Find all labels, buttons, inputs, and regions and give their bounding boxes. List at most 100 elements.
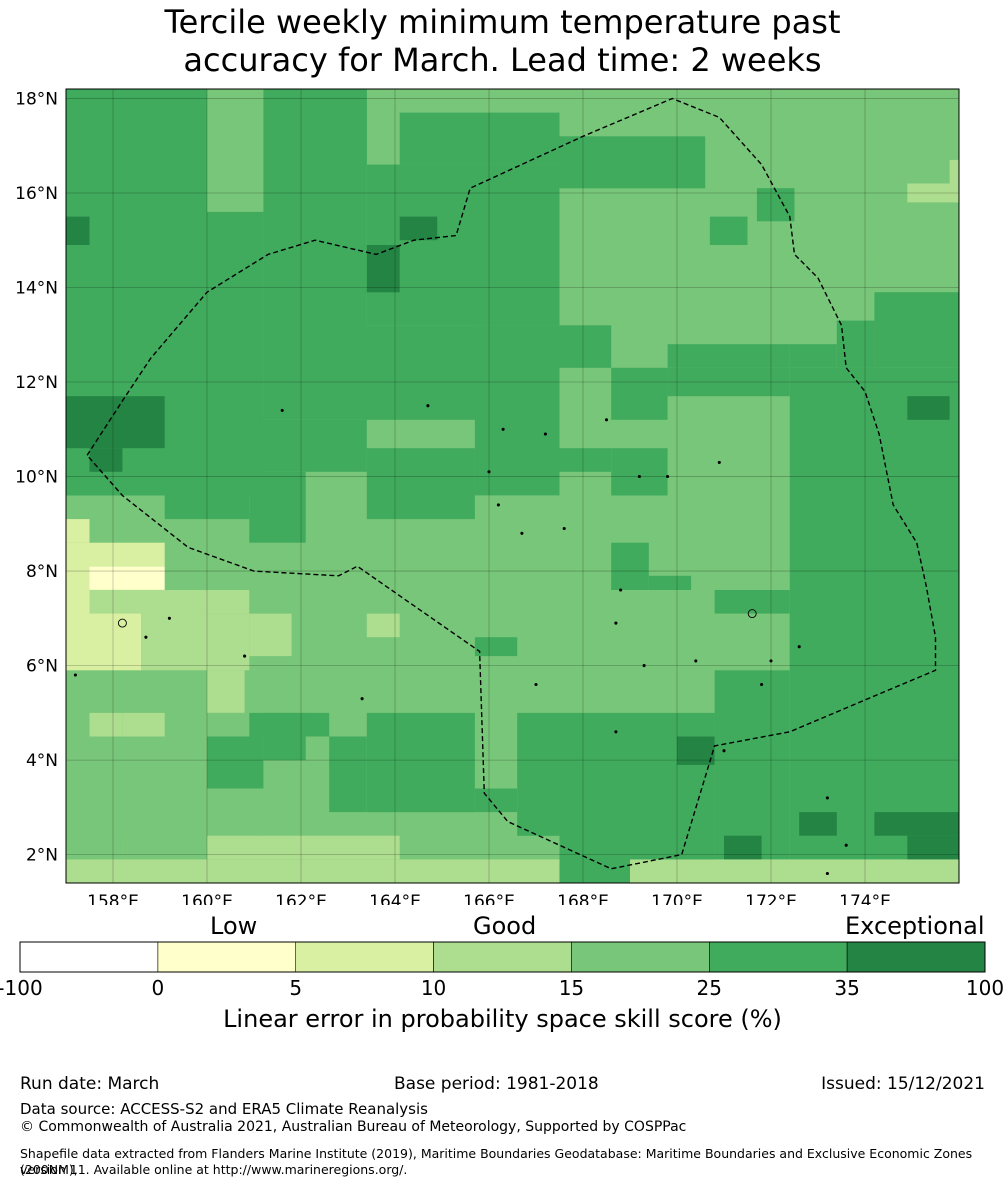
grid-cell bbox=[66, 519, 90, 543]
grid-cell bbox=[249, 613, 292, 657]
eez-boundary bbox=[86, 97, 937, 870]
lat-tick-label: 2°N bbox=[26, 846, 58, 866]
lon-tick-label: 174°E bbox=[839, 892, 891, 905]
grid-cell bbox=[122, 712, 165, 737]
grid-cell bbox=[66, 89, 123, 113]
grid-cell bbox=[329, 736, 367, 813]
lon-tick-label: 160°E bbox=[181, 892, 233, 905]
colorbar-swatch bbox=[708, 941, 848, 973]
grid-cell bbox=[66, 859, 959, 883]
grid-cell bbox=[517, 325, 612, 368]
grid-cell bbox=[949, 613, 959, 638]
grid-cell bbox=[207, 736, 264, 789]
island bbox=[426, 404, 430, 408]
island bbox=[117, 618, 127, 628]
island bbox=[73, 673, 77, 677]
colorbar-tick-label: 10 bbox=[420, 976, 447, 1000]
grid-cell bbox=[164, 89, 207, 137]
grid-cell bbox=[874, 812, 959, 836]
grid-cell bbox=[207, 613, 250, 671]
lat-tick-label: 6°N bbox=[26, 657, 58, 677]
colorbar-tick-label: 35 bbox=[834, 976, 860, 1000]
grid-cell bbox=[305, 89, 367, 165]
grid-cell bbox=[714, 590, 790, 614]
colorbar-tick-label: 100 bbox=[965, 976, 1005, 1000]
colorbar-tick-label: 15 bbox=[558, 976, 585, 1000]
grid-cell bbox=[474, 764, 518, 789]
chart-title-line-1: Tercile weekly minimum temperature past bbox=[164, 3, 841, 41]
island bbox=[797, 645, 801, 649]
colorbar-frame bbox=[19, 941, 986, 973]
island bbox=[694, 659, 698, 663]
island bbox=[666, 474, 670, 479]
data-source: Data source: ACCESS-S2 and ERA5 Climate … bbox=[20, 1100, 428, 1118]
island bbox=[280, 408, 284, 412]
coastlines bbox=[73, 404, 848, 876]
grid-cell bbox=[907, 835, 959, 860]
grid-cell bbox=[249, 419, 367, 472]
map-plot: 158°E 160°E 162°E 164°E 166°E 168°E 170°E 172°E… bbox=[15, 88, 960, 905]
grid-cell bbox=[399, 216, 438, 241]
skill-grid bbox=[66, 89, 959, 884]
lat-tick-label: 8°N bbox=[26, 562, 58, 582]
island bbox=[496, 503, 500, 507]
grid-cell bbox=[667, 344, 790, 368]
axis-labels: 158°E 160°E 162°E 164°E 166°E 168°E 170°E 172°E… bbox=[15, 89, 891, 905]
grid-cell bbox=[907, 396, 950, 420]
grid-cell bbox=[907, 183, 959, 203]
lon-tick-label: 164°E bbox=[369, 892, 421, 905]
island bbox=[543, 432, 547, 436]
colorbar-tick-label: 0 bbox=[151, 976, 165, 1000]
lat-tick-label: 14°N bbox=[15, 279, 58, 299]
grid-cell bbox=[399, 112, 560, 165]
lat-tick-label: 12°N bbox=[15, 373, 58, 393]
grid-cell bbox=[366, 613, 400, 638]
grid-cell bbox=[89, 448, 123, 472]
grid-cell bbox=[949, 159, 959, 184]
island bbox=[534, 682, 538, 687]
grid-cell bbox=[874, 292, 959, 368]
island bbox=[717, 460, 721, 464]
shapefile-credit-line-2: version 11. Available online at http://w… bbox=[20, 1162, 408, 1177]
grid-cell bbox=[474, 637, 518, 657]
chart-title-line-2: accuracy for March. Lead time: 2 weeks bbox=[183, 41, 822, 79]
base-period: Base period: 1981-2018 bbox=[394, 1074, 599, 1094]
island bbox=[562, 526, 566, 531]
colorbar-swatch bbox=[295, 941, 434, 973]
grid-cell bbox=[949, 542, 959, 567]
colorbar-swatch bbox=[571, 941, 710, 973]
grid-cell bbox=[89, 712, 123, 737]
lat-tick-label: 16°N bbox=[15, 184, 58, 204]
colorbar-tick-label: -100 bbox=[0, 976, 43, 1000]
colorbar-category-exceptional: Exceptional bbox=[845, 912, 985, 940]
run-date: Run date: March bbox=[20, 1074, 160, 1094]
grid-cell bbox=[249, 471, 306, 543]
grid-cell bbox=[789, 367, 959, 860]
island bbox=[144, 635, 148, 639]
grid-cell bbox=[366, 164, 560, 326]
grid-cell bbox=[559, 712, 630, 883]
grid-cell bbox=[66, 396, 165, 449]
grid-cell bbox=[667, 367, 790, 397]
lon-tick-label: 166°E bbox=[463, 892, 515, 905]
grid-cell bbox=[366, 245, 400, 293]
lon-tick-label: 172°E bbox=[745, 892, 797, 905]
grid-cell bbox=[89, 566, 165, 590]
issued-date: Issued: 15/12/2021 bbox=[821, 1074, 985, 1094]
island bbox=[619, 588, 623, 592]
colorbar-swatch bbox=[846, 941, 986, 973]
grid-cell bbox=[756, 188, 795, 222]
grid-cell bbox=[789, 613, 828, 671]
island bbox=[243, 654, 247, 658]
grid-cell bbox=[164, 495, 250, 520]
island bbox=[642, 664, 646, 668]
colorbar-label: Linear error in probability space skill … bbox=[223, 1005, 782, 1033]
island bbox=[760, 682, 764, 687]
island bbox=[501, 427, 505, 431]
grid-cell bbox=[89, 542, 165, 567]
grid-cell bbox=[66, 736, 123, 860]
island bbox=[637, 474, 641, 479]
grid-cell bbox=[709, 216, 748, 245]
grid-cell bbox=[66, 542, 90, 590]
island bbox=[825, 796, 829, 800]
